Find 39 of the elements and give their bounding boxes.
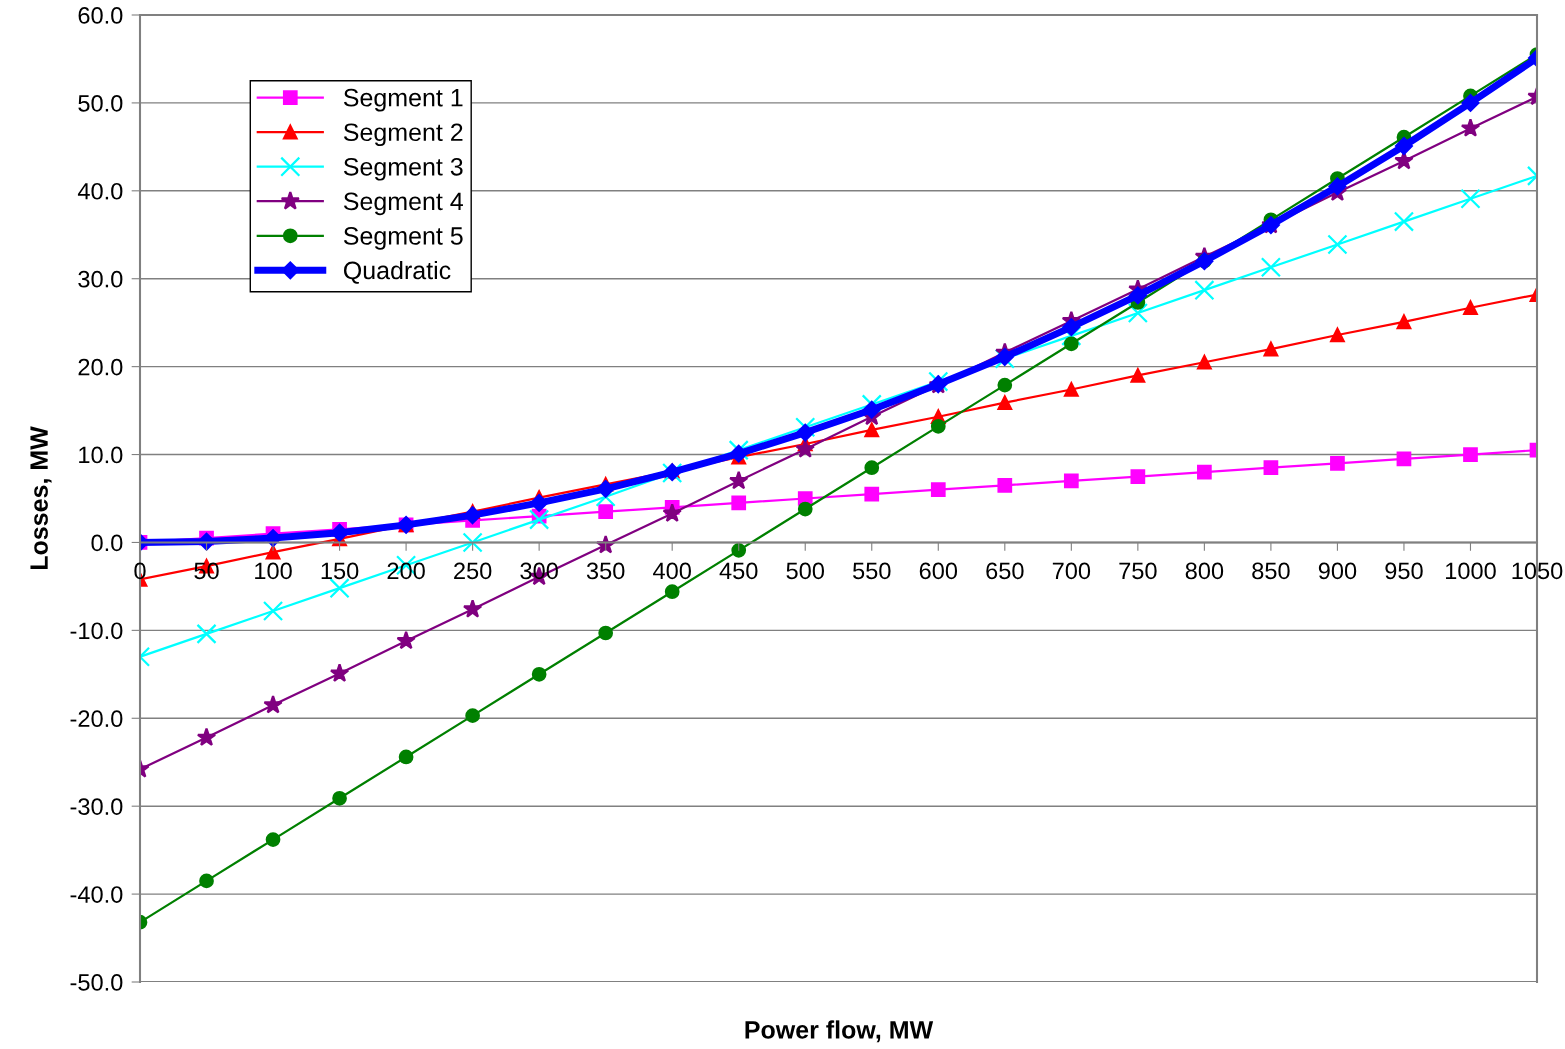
x-tick-label: 850 bbox=[1252, 562, 1290, 580]
y-tick-label: 30.0 bbox=[78, 270, 123, 288]
legend-label: Segment 1 bbox=[343, 88, 463, 112]
x-tick-label: 700 bbox=[1052, 562, 1091, 580]
y-tick-label: 20.0 bbox=[78, 358, 123, 376]
x-tick-label: 550 bbox=[853, 562, 891, 580]
x-tick-label: 500 bbox=[786, 562, 825, 580]
legend-label: Segment 4 bbox=[343, 192, 463, 216]
x-tick-label: 800 bbox=[1185, 562, 1224, 580]
x-tick-label: 400 bbox=[653, 562, 691, 580]
y-tick-label: 50.0 bbox=[78, 94, 123, 112]
x-tick-label: 250 bbox=[454, 562, 492, 580]
y-tick-label: -40.0 bbox=[70, 886, 123, 903]
y-axis-title: Losses, MW bbox=[30, 426, 52, 570]
y-tick-label: -50.0 bbox=[70, 974, 123, 991]
x-tick-label: 900 bbox=[1318, 562, 1357, 580]
y-tick-label: 60.0 bbox=[78, 7, 123, 24]
x-tick-label: 600 bbox=[919, 562, 958, 580]
y-tick-label: 10.0 bbox=[79, 446, 123, 464]
x-tick-label: 1050 bbox=[1512, 562, 1563, 580]
x-tick-label: 450 bbox=[719, 562, 758, 580]
x-axis-title: Power flow, MW bbox=[745, 1020, 934, 1043]
y-tick-label: 40.0 bbox=[77, 182, 123, 200]
legend-label: Quadratic bbox=[343, 260, 451, 284]
y-tick-label: -30.0 bbox=[70, 798, 123, 815]
x-tick-label: 650 bbox=[986, 562, 1024, 580]
y-tick-label: 0.0 bbox=[91, 534, 123, 552]
x-tick-label: 750 bbox=[1119, 562, 1157, 580]
x-tick-label: 0 bbox=[134, 562, 146, 580]
legend-label: Segment 3 bbox=[343, 157, 463, 181]
legend-label: Segment 5 bbox=[343, 227, 463, 250]
x-tick-label: 1000 bbox=[1446, 562, 1496, 580]
x-tick-label: 150 bbox=[321, 562, 359, 580]
y-tick-label: -10.0 bbox=[70, 622, 123, 640]
x-tick-label: 100 bbox=[255, 562, 292, 580]
x-tick-label: 350 bbox=[586, 562, 625, 580]
legend-label: Segment 2 bbox=[343, 123, 463, 147]
x-tick-label: 950 bbox=[1385, 562, 1423, 580]
y-tick-label: -20.0 bbox=[70, 710, 123, 728]
